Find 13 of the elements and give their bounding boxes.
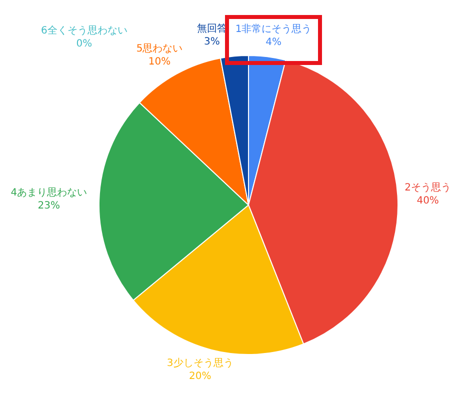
slice-label: 4あまり思わない xyxy=(10,188,88,199)
data-label: 4% xyxy=(266,36,282,48)
slice-label: 3少しそう思う xyxy=(166,357,234,370)
data-label: 20% xyxy=(188,371,212,382)
category-label: 6全くそう思わない xyxy=(40,26,128,37)
text: 0% xyxy=(76,38,92,50)
slice-label: 5思わない xyxy=(136,44,183,55)
data-label: 40% xyxy=(416,195,439,206)
data-label: 3% xyxy=(204,36,220,48)
data-label: 23% xyxy=(38,200,60,212)
slice-label: 1非常にそう思う xyxy=(235,22,312,35)
slice-label: 2そう思う xyxy=(404,182,452,194)
data-label: 10% xyxy=(148,56,171,68)
